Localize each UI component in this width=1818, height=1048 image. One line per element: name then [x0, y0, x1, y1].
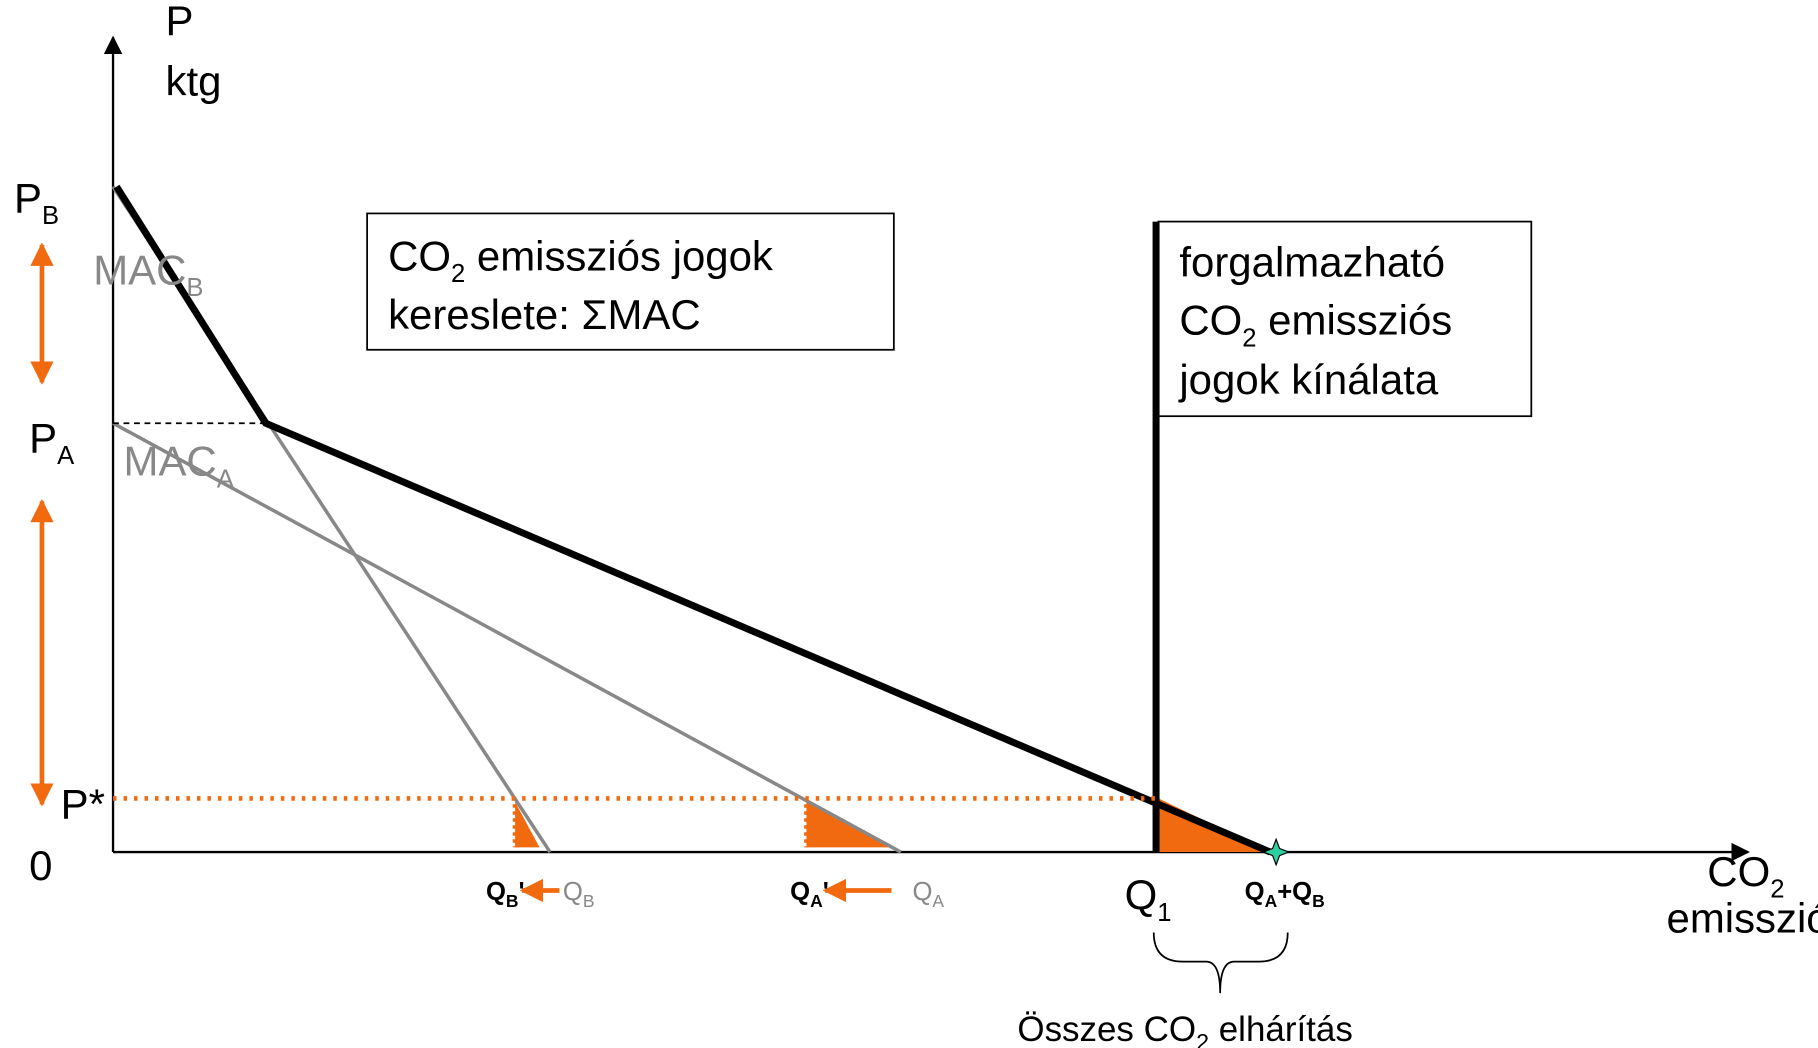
origin: 0 [29, 842, 52, 889]
supply-box [1157, 220, 1533, 418]
axes [103, 35, 1750, 862]
qb-label: QB [563, 878, 595, 911]
supply-line1: forgalmazható [1179, 238, 1445, 285]
mac-b-label: MACB [93, 247, 203, 303]
q1-label: Q1 [1125, 871, 1172, 927]
supply-line3: jogok kínálata [1177, 356, 1438, 403]
x-unit: emisszió [1667, 894, 1818, 941]
qa-new-label: QA' [790, 878, 829, 911]
y-unit: ktg [165, 58, 221, 105]
brace [1152, 932, 1289, 994]
abatement-label: Összes CO2 elhárítás [1017, 1010, 1352, 1048]
mac-a-label: MACA [124, 438, 235, 494]
demand-line1: CO2 emissziós jogok [388, 233, 774, 289]
demand-line2: kereslete: ΣMAC [388, 291, 701, 338]
demand-box [366, 212, 895, 351]
pa-label: PA [29, 414, 75, 470]
supply-line2: CO2 emissziós [1179, 297, 1452, 353]
pstar-label: P* [61, 780, 105, 827]
equilibrium-star [1261, 837, 1291, 867]
pb-label: PB [14, 174, 59, 230]
qa-label: QA [912, 878, 944, 911]
qsum-label: QA+QB [1245, 878, 1325, 911]
x-label: CO2 [1707, 848, 1784, 904]
y-label: P [165, 0, 193, 44]
sum-mac-line [113, 184, 1272, 856]
qb-new-label: QB' [486, 878, 525, 911]
mac-a-line [112, 421, 902, 854]
area-b [515, 801, 540, 848]
